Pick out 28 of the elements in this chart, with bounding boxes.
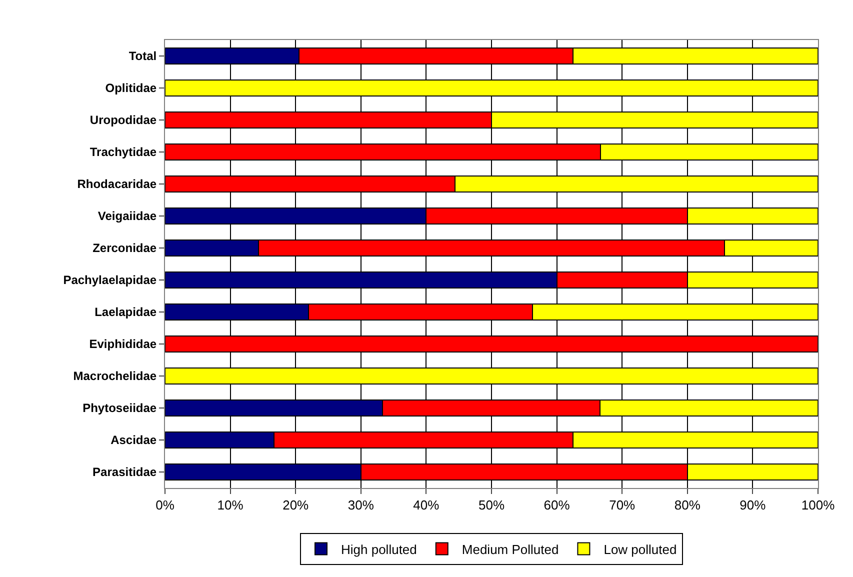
y-tick-label: Trachytidae bbox=[90, 145, 157, 160]
x-tick-label: 10% bbox=[217, 498, 244, 513]
y-tick-label: Ascidae bbox=[110, 433, 157, 448]
x-tick-label: 100% bbox=[801, 498, 836, 513]
y-tick-label: Eviphididae bbox=[89, 337, 157, 352]
y-tick-label: Oplitidae bbox=[105, 81, 157, 96]
y-tick-label: Zerconidae bbox=[92, 241, 157, 256]
y-tick-label: Laelapidae bbox=[94, 305, 157, 320]
x-tick-label: 40% bbox=[413, 498, 440, 513]
x-tick-label: 70% bbox=[609, 498, 636, 513]
y-tick-label: Phytoseiidae bbox=[82, 401, 157, 416]
x-tick-label: 80% bbox=[674, 498, 701, 513]
x-tick-label: 0% bbox=[156, 498, 175, 513]
y-tick-label: Pachylaelapidae bbox=[63, 273, 157, 288]
x-tick-label: 50% bbox=[478, 498, 505, 513]
y-tick-label: Rhodacaridae bbox=[77, 177, 157, 192]
x-tick-label: 60% bbox=[544, 498, 570, 513]
y-tick-label: Total bbox=[128, 49, 157, 64]
x-tick-label: 20% bbox=[282, 498, 310, 513]
x-tick-label: 30% bbox=[348, 498, 374, 513]
legend-label: High polluted bbox=[341, 542, 417, 557]
legend-label: Medium Polluted bbox=[462, 542, 559, 557]
y-tick-label: Uropodidae bbox=[90, 113, 157, 128]
x-tick-label: 90% bbox=[740, 498, 766, 513]
legend-label: Low polluted bbox=[604, 542, 677, 557]
y-tick-label: Parasitidae bbox=[92, 465, 157, 480]
y-tick-label: Veigaiidae bbox=[98, 209, 157, 224]
y-tick-label: Macrochelidae bbox=[73, 369, 157, 384]
